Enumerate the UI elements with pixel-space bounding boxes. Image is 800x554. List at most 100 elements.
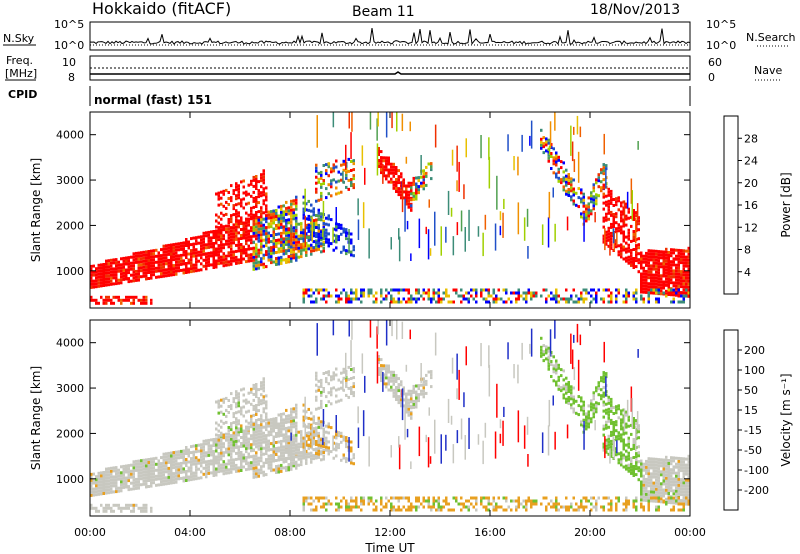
power-cell [187,240,190,244]
power-cell [282,210,285,214]
power-cell [670,275,673,279]
velocity-cell [685,478,688,482]
velocity-cell [230,446,233,450]
power-cell [107,271,110,275]
velocity-cell [607,434,610,438]
power-cell [205,252,208,256]
power-cell [300,228,303,232]
velocity-cell [362,502,365,506]
velocity-cell [625,422,628,426]
velocity-cell [342,438,345,442]
power-cell [322,201,325,219]
velocity-cell [327,370,330,374]
power-cell [307,223,310,227]
velocity-cell [160,456,163,460]
velocity-cell [230,422,233,426]
power-cell [95,273,98,277]
power-cell [488,137,490,160]
power-cell [335,300,338,304]
velocity-cell [137,506,140,510]
velocity-cell [292,455,295,459]
power-cell [565,192,568,196]
power-cell [305,202,308,206]
power-cell [152,270,155,274]
power-cell [607,300,610,304]
velocity-cell [655,463,658,467]
velocity-cell [627,445,630,449]
velocity-cell [385,502,388,506]
velocity-cell [677,462,680,466]
power-cell [260,239,263,243]
velocity-cell [195,462,198,466]
velocity-cell [295,430,298,434]
power-cell [376,118,378,141]
power-cell [620,246,623,250]
power-cell [100,263,103,267]
power-cell [337,238,340,242]
velocity-cell [545,351,548,355]
velocity-cell [252,436,255,440]
velocity-cell [255,386,258,389]
power-cell [225,212,228,216]
velocity-cell [110,472,113,476]
velocity-cell [665,467,668,471]
velocity-cell [137,471,140,475]
power-cell [237,193,240,197]
power-cell [652,261,655,265]
velocity-cell [580,396,583,400]
power-cell [242,197,245,201]
velocity-cell [127,479,130,483]
cpid-panel: CPID normal (fast) 151 [8,86,691,107]
velocity-cell [397,377,400,381]
power-cell [282,231,285,235]
velocity-cell [172,478,175,482]
velocity-cell [595,410,598,414]
power-cell [499,225,502,236]
power-cell [195,269,198,273]
velocity-cell [117,506,120,510]
power-cell [440,226,442,256]
velocity-cell [665,500,668,504]
velocity-cell [240,466,243,469]
power-cell [620,249,623,253]
power-cell [385,294,388,298]
power-cell [555,160,558,164]
velocity-cell [155,462,158,466]
velocity-cell [640,480,643,484]
power-cell [650,258,653,262]
velocity-cell [587,422,590,426]
velocity-cell [585,418,588,422]
velocity-cell [280,430,283,434]
power-cell [652,285,655,289]
velocity-cell [602,374,605,378]
power-cell [385,112,388,138]
velocity-cell [295,439,298,443]
power-cell [350,291,353,295]
power-cell [275,263,278,266]
power-cell [255,246,258,250]
velocity-cell [95,493,98,497]
velocity-cell [232,461,235,465]
power-cell [242,185,245,189]
velocity-cell [557,366,560,370]
power-cell [290,199,293,203]
power-cell [292,241,295,245]
power-cell [265,238,268,242]
velocity-cell [310,417,313,421]
velocity-cell [325,380,328,384]
power-cell [155,248,158,252]
velocity-cell [235,451,238,455]
velocity-cell [220,410,223,414]
velocity-cell [197,449,200,453]
power-cell [576,115,579,135]
velocity-cell [417,384,420,388]
velocity-cell [625,458,628,462]
velocity-cell [252,475,255,479]
power-cell [610,240,613,244]
power-cell [415,288,418,292]
velocity-cell [317,446,320,450]
power-cell [422,184,425,188]
velocity-cell [672,465,675,469]
power-cell [387,156,390,160]
power-cell [290,208,293,212]
